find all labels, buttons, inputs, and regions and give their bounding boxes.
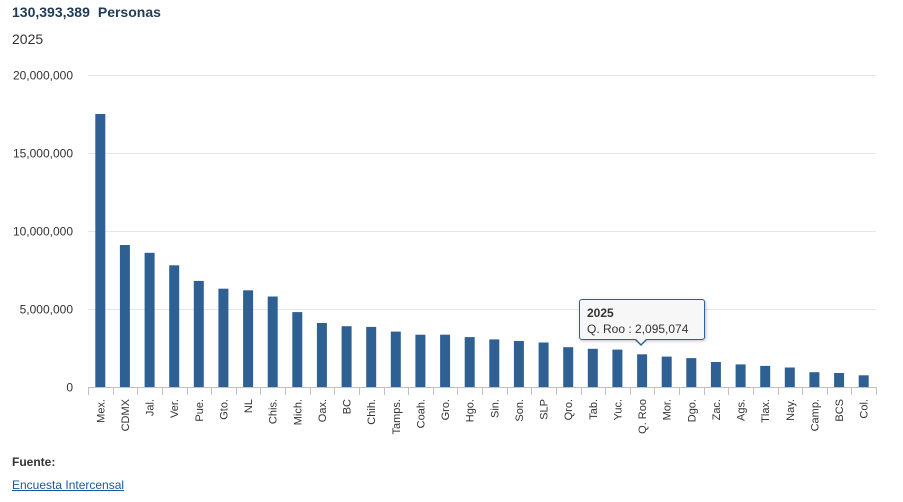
bar-chis[interactable] bbox=[267, 296, 278, 388]
bar-camp[interactable] bbox=[809, 372, 820, 387]
x-tick-label: Coah. bbox=[415, 399, 427, 428]
bar-tooltip: 2025 Q. Roo : 2,095,074 bbox=[579, 299, 705, 346]
bar-yuc[interactable] bbox=[612, 349, 623, 387]
bar-mex[interactable] bbox=[95, 114, 106, 387]
x-tick-label: Hgo. bbox=[465, 399, 477, 422]
x-tick-label: Sin. bbox=[489, 399, 501, 418]
x-axis bbox=[88, 387, 877, 395]
chart-year: 2025 bbox=[12, 31, 44, 47]
bar-son[interactable] bbox=[513, 341, 524, 387]
bar-nay[interactable] bbox=[784, 367, 795, 388]
x-tick-label: BCS bbox=[834, 399, 846, 422]
bar-ags[interactable] bbox=[735, 364, 746, 387]
bar-mich[interactable] bbox=[292, 312, 303, 387]
bar-nl[interactable] bbox=[243, 290, 254, 387]
bar-bc[interactable] bbox=[341, 326, 352, 387]
total-value: 130,393,389 bbox=[12, 4, 90, 20]
x-tick-label: CDMX bbox=[120, 398, 132, 431]
x-tick-label: Mex. bbox=[95, 399, 107, 423]
bar-q-roo[interactable] bbox=[637, 354, 648, 387]
x-tick-label: Qro. bbox=[563, 399, 575, 420]
y-tick-label: 0 bbox=[66, 381, 73, 395]
tooltip-text: Q. Roo : 2,095,074 bbox=[587, 322, 689, 336]
x-tick-label: Col. bbox=[859, 399, 871, 419]
x-tick-label: Yuc. bbox=[612, 399, 624, 420]
bar-mor[interactable] bbox=[661, 356, 672, 387]
bar-sin[interactable] bbox=[489, 339, 500, 387]
x-tick-label: Nay. bbox=[785, 399, 797, 421]
x-tick-label: Tlax. bbox=[760, 399, 772, 423]
x-tick-label: Oax. bbox=[317, 399, 329, 422]
x-tick-label: BC bbox=[342, 399, 354, 414]
tooltip-arrow-inner bbox=[635, 338, 647, 344]
bar-oax[interactable] bbox=[316, 323, 327, 387]
y-axis-labels: 0 5,000,000 10,000,000 15,000,000 20,000,000 bbox=[13, 69, 73, 395]
tooltip-title: 2025 bbox=[587, 306, 614, 320]
x-tick-label: Mor. bbox=[662, 399, 674, 420]
bar-zac[interactable] bbox=[710, 362, 721, 387]
x-tick-label: Son. bbox=[514, 399, 526, 422]
x-tick-label: Gro. bbox=[440, 399, 452, 420]
x-axis-labels: Mex. CDMX Jal. Ver. Pue. Gto. NL Chis. Mich. Oax.… bbox=[95, 398, 870, 434]
bar-dgo[interactable] bbox=[686, 358, 697, 387]
bar-cdmx[interactable] bbox=[119, 245, 130, 387]
bar-gto[interactable] bbox=[218, 288, 229, 387]
source-label: Fuente: bbox=[12, 455, 56, 469]
bar-tlax[interactable] bbox=[760, 365, 771, 387]
x-tick-label: Pue. bbox=[194, 399, 206, 422]
bar-gro[interactable] bbox=[440, 334, 451, 387]
grid-lines bbox=[88, 75, 876, 310]
x-tick-label: Gto. bbox=[218, 399, 230, 420]
x-tick-label: Camp. bbox=[809, 399, 821, 431]
bar-hgo[interactable] bbox=[464, 337, 475, 387]
x-tick-label: Tab. bbox=[588, 399, 600, 420]
x-tick-label: Dgo. bbox=[686, 399, 698, 422]
total-population: 130,393,389 Personas bbox=[12, 4, 161, 20]
source-link[interactable]: Encuesta Intercensal bbox=[12, 478, 125, 492]
x-tick-label: Mich. bbox=[292, 399, 304, 425]
bar-chih[interactable] bbox=[366, 326, 377, 387]
x-tick-label: Zac. bbox=[711, 399, 723, 420]
x-tick-label: Chih. bbox=[366, 399, 378, 425]
x-tick-label: NL bbox=[243, 399, 255, 413]
x-tick-label: Chis. bbox=[268, 399, 280, 424]
total-unit: Personas bbox=[97, 4, 161, 20]
x-tick-label: Jal. bbox=[145, 399, 157, 416]
bar-slp[interactable] bbox=[538, 342, 549, 388]
y-tick-label: 15,000,000 bbox=[13, 147, 73, 161]
bar-tab[interactable] bbox=[587, 348, 598, 387]
x-tick-label: Tamps. bbox=[391, 399, 403, 434]
x-tick-label: Ags. bbox=[736, 399, 748, 421]
bar-ver[interactable] bbox=[169, 265, 180, 387]
x-tick-label: Q. Roo bbox=[637, 399, 649, 434]
bar-jal[interactable] bbox=[144, 252, 155, 387]
y-tick-label: 5,000,000 bbox=[20, 303, 74, 317]
bar-coah[interactable] bbox=[415, 334, 426, 387]
y-tick-label: 10,000,000 bbox=[13, 225, 73, 239]
bar-pue[interactable] bbox=[193, 280, 204, 387]
bars[interactable] bbox=[95, 114, 869, 388]
x-tick-label: Ver. bbox=[169, 399, 181, 418]
bar-col[interactable] bbox=[858, 375, 869, 387]
bar-tamps[interactable] bbox=[390, 331, 401, 387]
y-tick-label: 20,000,000 bbox=[13, 69, 73, 83]
bar-qro[interactable] bbox=[563, 347, 574, 387]
x-tick-label: SLP bbox=[539, 399, 551, 420]
bar-bcs[interactable] bbox=[834, 373, 845, 387]
bar-chart: 0 5,000,000 10,000,000 15,000,000 20,000,000… bbox=[13, 69, 877, 434]
